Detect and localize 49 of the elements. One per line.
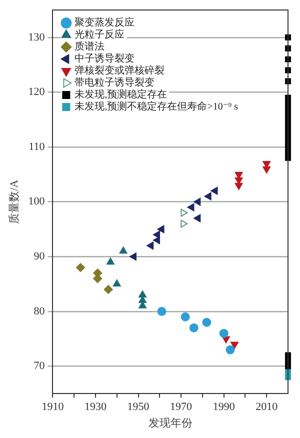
point bbox=[157, 306, 166, 316]
point bbox=[194, 214, 201, 222]
point bbox=[119, 246, 128, 254]
point bbox=[194, 198, 201, 206]
point bbox=[76, 263, 86, 272]
point bbox=[210, 186, 218, 195]
y-tick-label: 70 bbox=[34, 360, 46, 372]
x-tick-label: 1970 bbox=[170, 401, 193, 414]
x-tick-label: 1990 bbox=[212, 401, 236, 414]
point bbox=[112, 280, 121, 286]
y-axis-title: 质量数/A bbox=[7, 180, 20, 224]
point bbox=[153, 230, 160, 239]
point bbox=[146, 242, 154, 250]
point bbox=[187, 203, 194, 212]
x-tick-label: 1950 bbox=[127, 401, 150, 414]
y-tick-label: 110 bbox=[28, 140, 46, 153]
legend-label: 质谱法 bbox=[74, 40, 105, 53]
point bbox=[234, 182, 243, 190]
x-axis-title: 发现年份 bbox=[148, 417, 192, 430]
legend-label: 未发现,预测稳定存在 bbox=[74, 88, 168, 101]
y-tick-label: 100 bbox=[28, 196, 46, 208]
point bbox=[180, 208, 188, 217]
legend-label: 光粒子反应 bbox=[74, 28, 125, 41]
legend-label: 聚变蒸发反应 bbox=[74, 16, 135, 29]
point bbox=[129, 252, 136, 261]
point bbox=[204, 192, 212, 200]
x-tick-label: 2010 bbox=[256, 401, 278, 414]
point bbox=[189, 323, 198, 332]
point bbox=[180, 220, 188, 228]
point bbox=[138, 290, 147, 298]
y-tick-label: 130 bbox=[28, 31, 46, 44]
legend-label: 中子诱导裂变 bbox=[74, 52, 135, 65]
point bbox=[262, 166, 271, 174]
legend-label: 带电粒子诱导裂变 bbox=[74, 76, 155, 89]
point bbox=[226, 345, 235, 354]
y-tick-label: 90 bbox=[34, 250, 46, 262]
point bbox=[202, 318, 212, 327]
x-tick-label: 1930 bbox=[84, 401, 107, 414]
point bbox=[230, 342, 238, 349]
point bbox=[157, 225, 164, 234]
x-tick-label: 1910 bbox=[42, 401, 64, 414]
legend-label: 未发现,预测不稳定存在但寿命>10⁻⁹ s bbox=[74, 100, 238, 113]
point bbox=[219, 328, 228, 338]
y-tick-label: 80 bbox=[34, 305, 46, 318]
legend-label: 弹核裂变或弹核碎裂 bbox=[74, 64, 165, 77]
point bbox=[106, 258, 114, 265]
point bbox=[104, 284, 113, 294]
y-tick-label: 120 bbox=[28, 86, 46, 98]
point bbox=[180, 312, 190, 322]
